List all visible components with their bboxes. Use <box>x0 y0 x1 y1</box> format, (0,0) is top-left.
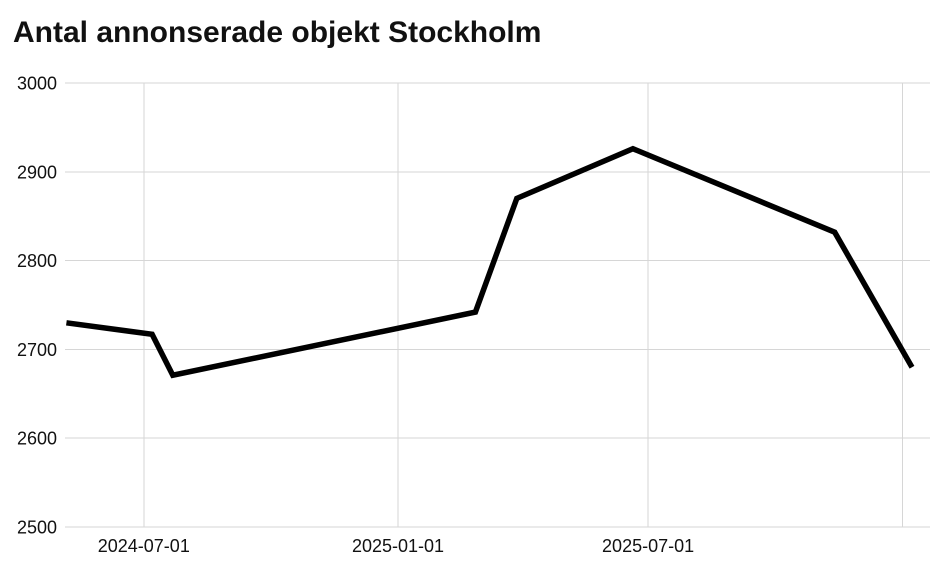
y-tick-label: 2700 <box>17 340 57 360</box>
y-tick-label: 3000 <box>17 74 57 94</box>
x-tick-label: 2025-07-01 <box>602 536 694 556</box>
data-line <box>66 145 915 379</box>
y-tick-label: 2800 <box>17 251 57 271</box>
y-tick-label: 2600 <box>17 429 57 449</box>
x-tick-label: 2024-07-01 <box>98 536 190 556</box>
y-tick-label: 2500 <box>17 518 57 538</box>
chart-title: Antal annonserade objekt Stockholm <box>13 16 542 49</box>
x-tick-label: 2025-01-01 <box>352 536 444 556</box>
y-tick-label: 2900 <box>17 162 57 182</box>
